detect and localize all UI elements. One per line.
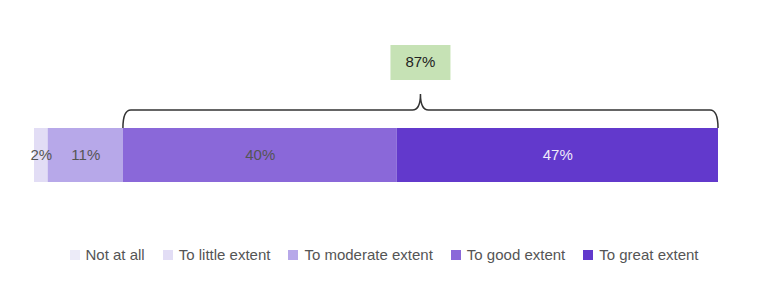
html-text:To great extent: To great extent [599, 246, 699, 263]
svg-text:2%: 2% [30, 146, 52, 163]
html-text:To little extent: To little extent [178, 246, 271, 263]
svg-text:47%: 47% [543, 146, 573, 163]
html-text:To moderate extent: To moderate extent [304, 246, 433, 263]
svg-text:11%: 11% [71, 146, 100, 163]
svg-text:40%: 40% [245, 146, 275, 163]
html-text:Not at all: Not at all [85, 246, 145, 263]
svg-text:87%: 87% [405, 53, 435, 70]
html-text:To good extent: To good extent [466, 246, 566, 263]
